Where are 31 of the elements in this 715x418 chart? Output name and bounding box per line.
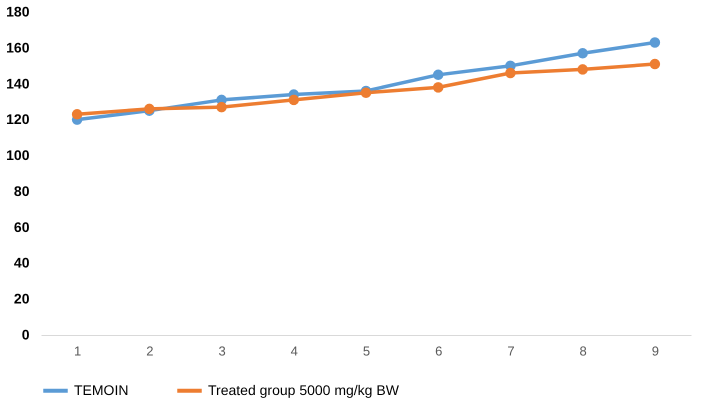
point xyxy=(72,109,82,120)
y-tick-label: 120 xyxy=(6,111,30,128)
y-tick-label: 20 xyxy=(14,290,30,307)
x-tick-label: 1 xyxy=(74,344,82,358)
point xyxy=(432,82,444,93)
x-tick-label: 2 xyxy=(146,344,154,358)
y-tick-label: 140 xyxy=(6,75,30,92)
point xyxy=(432,70,444,80)
y-tick-label: 40 xyxy=(14,254,30,271)
point xyxy=(577,48,588,59)
point xyxy=(505,68,516,78)
legend-label: TEMOIN xyxy=(74,382,128,398)
x-tick-label: 8 xyxy=(580,344,587,358)
legend-label: Treated group 5000 mg/kg BW xyxy=(208,382,400,398)
point xyxy=(216,102,227,112)
y-tick-label: 60 xyxy=(14,218,30,235)
x-tick-label: 6 xyxy=(435,344,442,358)
point xyxy=(288,94,300,106)
y-tick-label: 160 xyxy=(6,39,30,56)
y-tick-label: 0 xyxy=(22,326,30,342)
y-tick-label: 80 xyxy=(14,182,30,199)
point xyxy=(650,58,660,70)
x-tick-label: 4 xyxy=(290,344,298,358)
x-tick-label: 5 xyxy=(362,344,370,358)
point xyxy=(577,64,588,75)
x-tick-label: 9 xyxy=(652,344,660,358)
point xyxy=(650,37,660,48)
x-tick-label: 7 xyxy=(507,344,515,358)
y-tick-label: 100 xyxy=(6,147,30,164)
y-tick-label: 180 xyxy=(6,4,30,20)
x-tick-label: 3 xyxy=(218,344,226,358)
